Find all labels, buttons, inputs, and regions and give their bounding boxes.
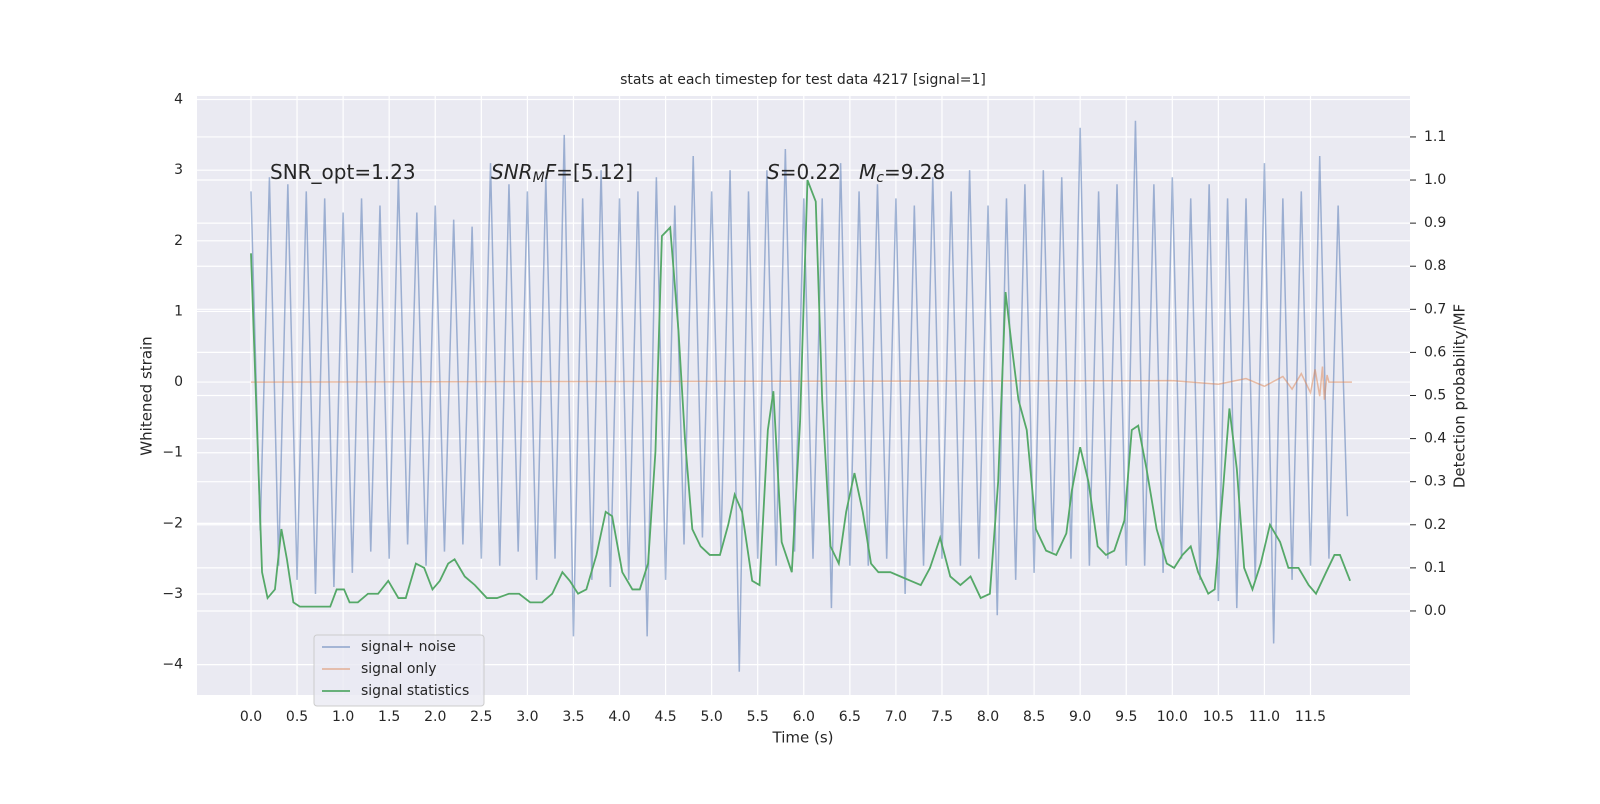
y-tick-label: −2 xyxy=(162,515,183,531)
y-axis-label: Whitened strain xyxy=(138,336,156,455)
legend-label: signal only xyxy=(361,661,436,677)
y-tick-label: 4 xyxy=(174,92,183,108)
y2-tick-label: 0.7 xyxy=(1424,301,1446,317)
annotation-part: F xyxy=(545,160,557,184)
x-tick-label: 2.5 xyxy=(470,709,492,725)
y2-tick-label: 0.1 xyxy=(1424,560,1446,576)
x-tick-label: 5.0 xyxy=(701,709,723,725)
legend-box xyxy=(313,634,485,707)
annotation-part: =9.28 xyxy=(884,160,945,184)
y-tick-label: −3 xyxy=(162,586,183,602)
annotation-part: =0.22 xyxy=(780,160,841,184)
y-tick-label: 3 xyxy=(174,162,183,178)
y-tick-label: 0 xyxy=(174,374,183,390)
y2-tick-label: 0.5 xyxy=(1424,388,1446,404)
x-tick-label: 11.5 xyxy=(1295,709,1326,725)
y2-tick-label: 0.3 xyxy=(1424,474,1446,490)
annotation-part: SNR xyxy=(491,160,533,184)
y2-tick-label: 1.1 xyxy=(1424,129,1446,145)
x-tick-label: 8.0 xyxy=(977,709,999,725)
y2-tick-label: 0.4 xyxy=(1424,431,1446,447)
annotation-part: M xyxy=(859,160,876,184)
marks xyxy=(250,120,1352,672)
y-tick-label: 1 xyxy=(174,303,183,319)
x-tick-label: 3.5 xyxy=(562,709,584,725)
x-axis-label: Time (s) xyxy=(772,729,834,747)
x-tick-label: 8.5 xyxy=(1023,709,1045,725)
series-line xyxy=(250,179,1351,608)
annotation: SNR_opt=1.23 xyxy=(270,160,416,184)
x-tick-label: 9.0 xyxy=(1069,709,1091,725)
x-tick-label: 4.0 xyxy=(608,709,630,725)
series-line xyxy=(250,366,1352,400)
annotation-part: SNR_opt=1.23 xyxy=(270,160,416,184)
x-tick-label: 5.5 xyxy=(747,709,769,725)
x-tick-label: 1.5 xyxy=(378,709,400,725)
annotation: Mc=9.28 xyxy=(859,160,945,187)
y-tick-label: −1 xyxy=(162,445,183,461)
series-line xyxy=(250,120,1349,672)
y2-tick-label: 0.9 xyxy=(1424,215,1446,231)
annotation-part: =[5.12] xyxy=(556,160,633,184)
legend: signal+ noise signal only signal statistic… xyxy=(313,634,485,707)
legend-label: signal+ noise xyxy=(361,639,456,655)
labels: 0.0 0.5 1.0 1.5 2.0 2.5 3.0 3.5 4.0 4.5 5.0 5.5 6.0 6… xyxy=(162,92,1446,725)
y2-axis-label: Detection probability/MF xyxy=(1451,304,1469,488)
x-tick-label: 0.5 xyxy=(286,709,308,725)
x-tick-label: 2.0 xyxy=(424,709,446,725)
y2-tick-label: 0.2 xyxy=(1424,517,1446,533)
x-tick-label: 6.0 xyxy=(793,709,815,725)
legend-label: signal statistics xyxy=(361,683,469,699)
x-tick-label: 7.0 xyxy=(885,709,907,725)
y2-tick-label: 1.0 xyxy=(1424,172,1446,188)
y-tick-label: −4 xyxy=(162,657,183,673)
x-tick-label: 6.5 xyxy=(839,709,861,725)
y2-tick-label: 0.8 xyxy=(1424,258,1446,274)
y2-tick-label: 0.6 xyxy=(1424,344,1446,360)
chart-title: stats at each timestep for test data 421… xyxy=(620,72,986,88)
y2-tick-label: 0.0 xyxy=(1424,603,1446,619)
x-tick-label: 11.0 xyxy=(1249,709,1280,725)
annotation-part: S xyxy=(767,160,780,184)
x-tick-label: 7.5 xyxy=(931,709,953,725)
annotation: S=0.22 xyxy=(767,160,841,184)
x-tick-label: 9.5 xyxy=(1115,709,1137,725)
y-tick-label: 2 xyxy=(174,233,183,249)
x-tick-label: 10.0 xyxy=(1157,709,1188,725)
x-tick-label: 3.0 xyxy=(516,709,538,725)
x-tick-label: 10.5 xyxy=(1203,709,1234,725)
annotation-part: c xyxy=(876,170,884,186)
annotation-part: M xyxy=(533,170,545,186)
annotation: SNRMF=[5.12] xyxy=(491,160,633,187)
x-tick-label: 4.5 xyxy=(654,709,676,725)
x-tick-label: 1.0 xyxy=(332,709,354,725)
x-tick-label: 0.0 xyxy=(240,709,262,725)
